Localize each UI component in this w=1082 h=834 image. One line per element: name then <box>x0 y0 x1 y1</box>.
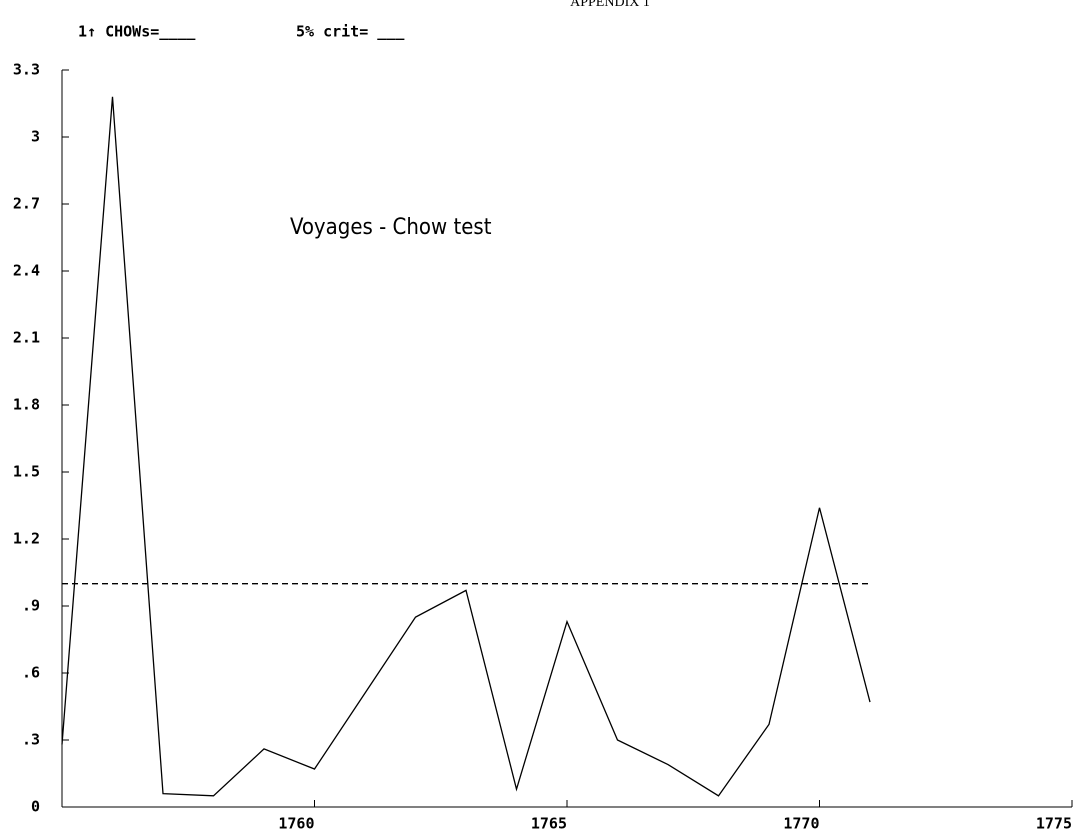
y-tick-label: 1.8 <box>13 396 40 414</box>
crit-text: 5% crit= ___ <box>296 23 405 41</box>
x-tick-label: 1760 <box>278 815 314 833</box>
y-tick-label: 1.2 <box>13 530 40 548</box>
y-tick-label: 0 <box>31 798 40 816</box>
y-tick-label: 3.3 <box>13 61 40 79</box>
y-tick-label: .3 <box>22 731 40 749</box>
y-tick-label: .9 <box>22 597 40 615</box>
y-tick-label: 1.5 <box>13 463 40 481</box>
chow-line <box>61 96 871 797</box>
x-tick-label: 1770 <box>783 815 819 833</box>
y-tick-label: 2.4 <box>13 262 40 280</box>
legend-text: 1↑ CHOWs=____ <box>78 23 196 41</box>
x-tick-label: 1775 <box>1036 815 1072 833</box>
y-tick-label: 3 <box>31 128 40 146</box>
chart-title: Voyages - Chow test <box>290 215 492 240</box>
x-tick-label: 1765 <box>531 815 567 833</box>
y-tick-label: .6 <box>22 664 40 682</box>
y-tick-label: 2.1 <box>13 329 40 347</box>
y-tick-label: 2.7 <box>13 195 40 213</box>
appendix-label: APPENDIX 1 <box>570 0 650 10</box>
